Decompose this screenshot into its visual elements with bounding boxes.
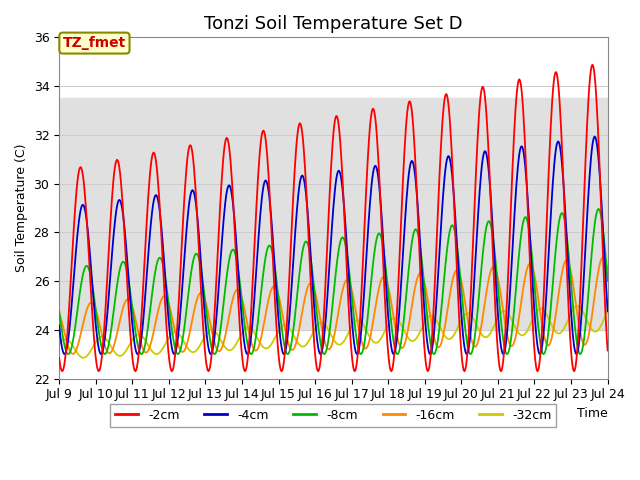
X-axis label: Time: Time (577, 407, 607, 420)
Text: TZ_fmet: TZ_fmet (63, 36, 126, 50)
Bar (59, 98, 607, 330)
Legend: -2cm, -4cm, -8cm, -16cm, -32cm: -2cm, -4cm, -8cm, -16cm, -32cm (111, 404, 556, 427)
Title: Tonzi Soil Temperature Set D: Tonzi Soil Temperature Set D (204, 15, 463, 33)
Y-axis label: Soil Temperature (C): Soil Temperature (C) (15, 144, 28, 272)
